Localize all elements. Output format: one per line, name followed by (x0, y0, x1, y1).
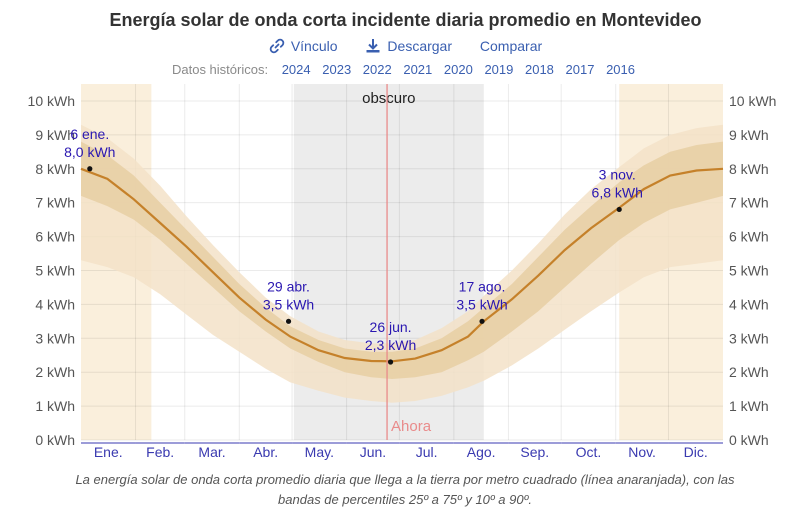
y-tick-left-6: 6 kWh (35, 229, 75, 245)
y-tick-right-7: 7 kWh (729, 195, 769, 211)
average-line (80, 167, 724, 363)
now-label: Ahora (391, 418, 432, 435)
link-button[interactable]: Vínculo (269, 38, 338, 54)
year-link-2017[interactable]: 2017 (565, 62, 595, 77)
chart-caption: La energía solar de onda corta promedio … (75, 472, 735, 507)
y-tick-right-10: 10 kWh (729, 93, 776, 109)
y-tick-right-2: 2 kWh (729, 364, 769, 380)
y-tick-right-8: 8 kWh (729, 161, 769, 177)
month-label-10: Nov. (628, 444, 656, 460)
month-label-3: Abr. (253, 444, 278, 460)
year-link-2020[interactable]: 2020 (443, 62, 473, 77)
month-label-4: May. (305, 444, 334, 460)
year-link-2023[interactable]: 2023 (322, 62, 352, 77)
y-tick-left-10: 10 kWh (28, 93, 75, 109)
link-label: Vínculo (290, 38, 338, 54)
band-p25-p75 (81, 141, 723, 379)
y-tick-right-6: 6 kWh (729, 229, 769, 245)
compare-button[interactable]: Comparar (479, 38, 543, 54)
month-label-6: Jul. (416, 444, 438, 460)
y-tick-left-5: 5 kWh (35, 262, 75, 278)
year-link-2022[interactable]: 2022 (362, 62, 392, 77)
download-label: Descargar (387, 38, 453, 54)
annotation-value-4: 6,8 kWh (592, 184, 643, 200)
link-icon (269, 38, 285, 54)
annotation-date-1: 29 abr. (267, 278, 310, 294)
annotation-point-4 (616, 206, 622, 213)
y-tick-right-4: 4 kWh (729, 296, 769, 312)
y-tick-right-9: 9 kWh (729, 127, 769, 143)
annotation-date-3: 17 ago. (459, 278, 506, 294)
y-tick-left-0: 0 kWh (35, 432, 75, 448)
y-tick-right-1: 1 kWh (729, 398, 769, 414)
page-title: Energía solar de onda corta incidente di… (109, 10, 702, 30)
annotation-date-4: 3 nov. (599, 166, 636, 182)
download-icon (366, 39, 380, 53)
y-tick-left-1: 1 kWh (35, 398, 75, 414)
y-tick-right-5: 5 kWh (729, 262, 769, 278)
y-tick-right-3: 3 kWh (729, 330, 769, 346)
annotation-value-0: 8,0 kWh (64, 144, 115, 160)
y-tick-left-8: 8 kWh (35, 161, 75, 177)
annotation-value-1: 3,5 kWh (263, 296, 314, 312)
action-bar: Vínculo Descargar Comparar (0, 38, 811, 54)
annotation-point-3 (479, 318, 485, 324)
month-label-5: Jun. (360, 444, 386, 460)
annotation-point-1 (285, 318, 292, 324)
y-tick-left-4: 4 kWh (35, 296, 75, 312)
month-label-1: Feb. (146, 444, 174, 460)
year-link-2019[interactable]: 2019 (484, 62, 514, 77)
month-label-0: Ene. (94, 444, 123, 460)
y-tick-left-2: 2 kWh (35, 364, 75, 380)
year-link-2024[interactable]: 2024 (281, 62, 311, 77)
annotation-value-2: 2,3 kWh (365, 337, 416, 353)
annotation-value-3: 3,5 kWh (456, 296, 507, 312)
year-link-2018[interactable]: 2018 (524, 62, 554, 77)
y-tick-left-3: 3 kWh (35, 330, 75, 346)
month-label-9: Oct. (576, 444, 602, 460)
band-p10-p90 (81, 124, 723, 403)
y-tick-right-0: 0 kWh (729, 432, 769, 448)
month-label-2: Mar. (198, 444, 225, 460)
historical-years: Datos históricos: 2024 2023 2022 2021 20… (0, 62, 811, 77)
history-label: Datos históricos: (171, 62, 269, 77)
month-label-11: Dic. (684, 444, 708, 460)
annotation-point-0 (87, 166, 93, 172)
y-tick-left-7: 7 kWh (35, 195, 75, 211)
solar-energy-chart: obscuro 0 kWh 0 kWh 1 kWh 1 kWh 2 kWh 2 kWh 3 k… (28, 84, 776, 460)
month-label-8: Sep. (520, 444, 549, 460)
download-button[interactable]: Descargar (365, 38, 452, 54)
annotation-date-0: 6 ene. (70, 126, 109, 142)
y-tick-left-9: 9 kWh (35, 127, 75, 143)
month-label-7: Ago. (467, 444, 496, 460)
annotation-point-2 (387, 359, 394, 365)
dark-period-label: obscuro (362, 90, 415, 107)
year-link-2016[interactable]: 2016 (606, 62, 635, 77)
annotation-date-2: 26 jun. (370, 319, 412, 335)
year-link-2021[interactable]: 2021 (403, 62, 433, 77)
